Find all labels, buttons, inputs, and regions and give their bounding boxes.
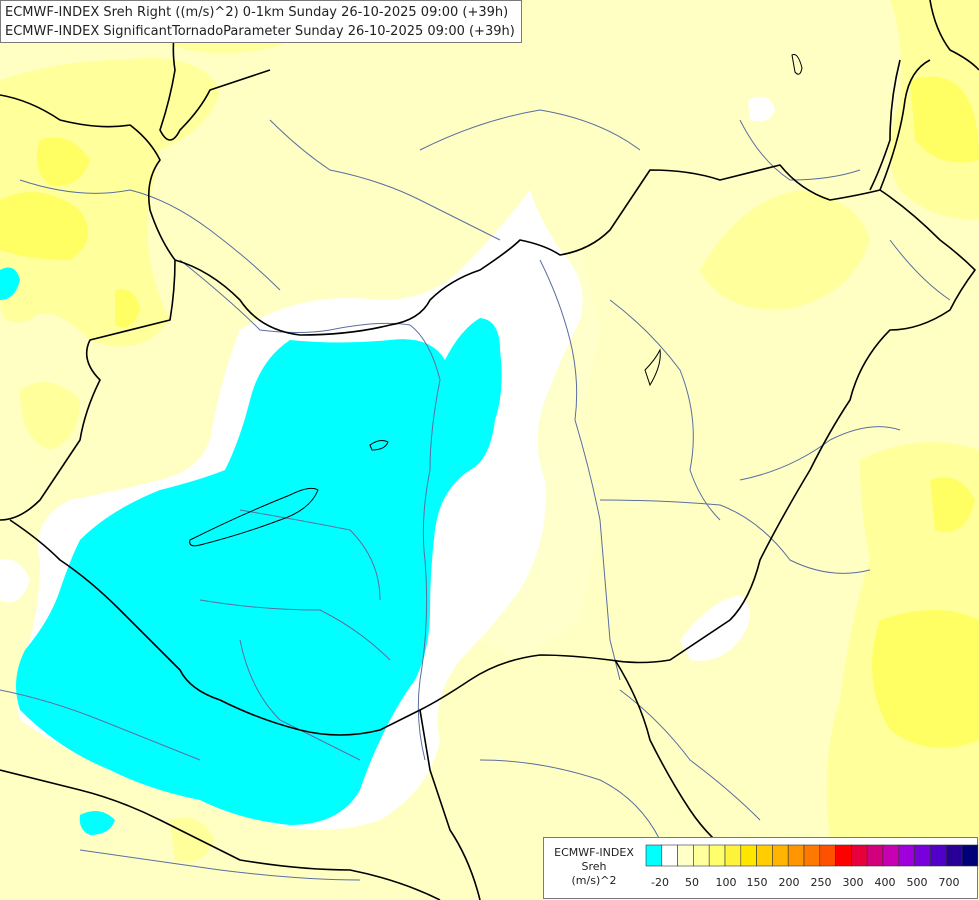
legend-swatch [898,844,915,867]
legend-swatch [930,844,947,867]
legend-swatch [787,844,805,867]
legend-tick-label: 500 [907,876,928,889]
legend-swatch [882,844,900,867]
legend-variable: Sreh [581,860,607,873]
legend-source: ECMWF-INDEX [554,846,634,859]
lakes [189,54,803,547]
legend-tick-label: 200 [779,876,800,889]
map-title-line-2: ECMWF-INDEX SignificantTornadoParameter … [5,24,515,39]
legend-swatch [803,844,821,867]
legend-swatch [740,844,757,867]
legend-title: ECMWF-INDEX Sreh (m/s)^2 [544,846,644,888]
color-legend: ECMWF-INDEX Sreh (m/s)^2 -20 50 100 150 200 2… [543,837,979,899]
legend-tick-label: 700 [939,876,960,889]
legend-swatch [945,844,963,867]
legend-swatch [851,844,868,867]
legend-swatch [756,844,773,867]
legend-swatch [772,844,789,867]
legend-swatch [819,844,836,867]
map-title-box: ECMWF-INDEX Sreh Right ((m/s)^2) 0-1km S… [0,0,522,43]
legend-swatch [961,844,979,867]
legend-swatch [724,844,742,867]
legend-swatch [677,844,694,867]
legend-swatch [866,844,884,867]
legend-tick-label: 100 [716,876,737,889]
legend-swatch [661,844,678,867]
legend-unit: (m/s)^2 [571,874,617,887]
legend-swatch [708,844,726,867]
legend-tick-label: 150 [747,876,768,889]
legend-tick-label: 300 [843,876,864,889]
rivers [0,109,951,881]
legend-tick-label: 50 [685,876,699,889]
legend-swatch [914,844,931,867]
bright-yellow-zones [0,76,979,748]
legend-tick-label: 400 [875,876,896,889]
legend-swatch [693,844,710,867]
legend-tick-label: 250 [811,876,832,889]
legend-colorbar: -20 50 100 150 200 250 300 400 500 700 [645,844,979,889]
legend-swatch [645,844,663,867]
map-title-line-1: ECMWF-INDEX Sreh Right ((m/s)^2) 0-1km S… [5,5,509,20]
legend-swatch [835,844,852,867]
legend-tick-label: -20 [651,876,669,889]
low-shear-region [0,267,502,835]
